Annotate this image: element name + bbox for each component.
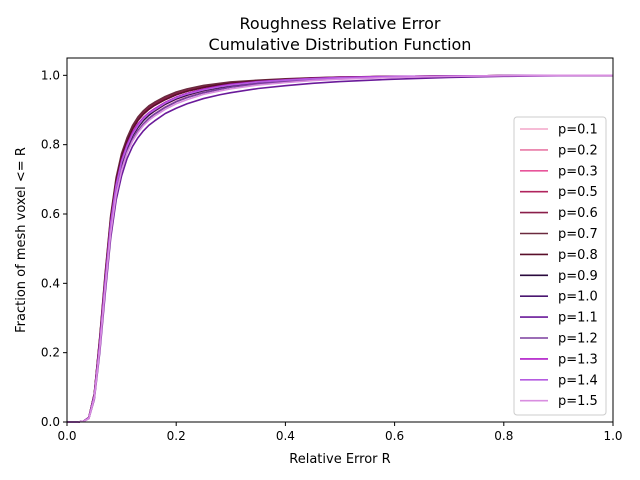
x-axis-label: Relative Error R [289,452,390,467]
legend-label-7: p=0.9 [558,269,598,284]
y-tick-label: 0.8 [41,138,60,152]
legend-label-0: p=0.1 [558,123,598,138]
legend-label-3: p=0.5 [558,185,598,200]
legend-box [513,116,607,416]
y-tick-label: 0.0 [41,415,60,429]
x-tick-label: 0.4 [276,429,295,443]
legend-label-10: p=1.2 [558,332,598,347]
legend: p=0.1 p=0.2 p=0.3 p=0.5 p=0.6 p=0.7 p=0.8 p=0.9… [513,116,607,416]
chart-title: Roughness Relative Error [240,14,441,33]
y-axis: 0.0 0.2 0.4 0.6 0.8 1.0 [41,68,67,429]
legend-items: p=0.1 p=0.2 p=0.3 p=0.5 p=0.6 p=0.7 p=0.8 p=0.9… [520,123,598,409]
y-tick-label: 0.4 [41,276,60,290]
legend-label-12: p=1.4 [558,373,598,388]
y-tick-label: 0.2 [41,346,60,360]
legend-label-6: p=0.8 [558,248,598,263]
x-axis: 0.0 0.2 0.4 0.6 0.8 1.0 [57,422,623,443]
series-layer [67,74,614,423]
x-tick-label: 1.0 [603,429,622,443]
legend-label-8: p=1.0 [558,290,598,305]
legend-label-5: p=0.7 [558,227,598,242]
plot-frame [66,57,614,423]
legend-label-2: p=0.3 [558,164,598,179]
x-tick-label: 0.8 [494,429,513,443]
legend-label-9: p=1.1 [558,311,598,326]
legend-label-11: p=1.3 [558,352,598,367]
y-axis-label: Fraction of mesh voxel <= R [14,147,29,333]
x-tick-label: 0.0 [57,429,76,443]
chart-subtitle: Cumulative Distribution Function [209,35,472,54]
x-tick-label: 0.2 [167,429,186,443]
legend-label-1: p=0.2 [558,143,598,158]
legend-label-4: p=0.6 [558,206,598,221]
y-tick-label: 1.0 [41,68,60,82]
y-tick-label: 0.6 [41,207,60,221]
series-line-13 [67,74,613,423]
x-tick-label: 0.6 [385,429,404,443]
legend-label-13: p=1.5 [558,394,598,409]
